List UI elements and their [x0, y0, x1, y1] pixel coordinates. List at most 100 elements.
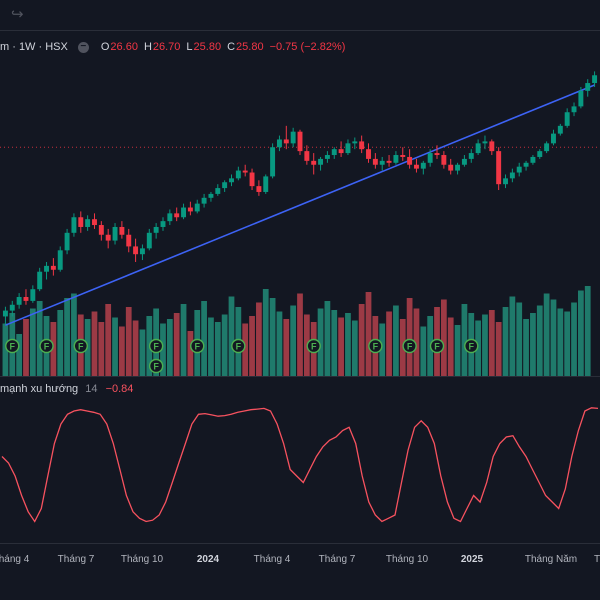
redo-arrow-icon[interactable]: ↪: [11, 6, 24, 23]
earnings-marker-label: F: [153, 361, 159, 371]
earnings-marker: [306, 338, 321, 354]
low-label: L: [186, 41, 193, 53]
earnings-marker-label: F: [236, 341, 242, 351]
volume-bar: [557, 308, 564, 376]
earnings-marker: [190, 338, 205, 354]
candle-body: [592, 75, 598, 84]
volume-bar: [393, 305, 399, 376]
volume-bar: [221, 314, 228, 376]
candle-body: [235, 170, 241, 179]
candle-body: [85, 219, 91, 227]
volume-bar: [454, 325, 461, 376]
indicator-value: −0.84: [105, 383, 134, 395]
earnings-marker: [5, 338, 20, 354]
candle-body: [585, 83, 591, 91]
trend-line: [5, 84, 595, 326]
volume-bar: [564, 311, 571, 376]
symbol-label[interactable]: m · 1W · HSX: [0, 41, 68, 53]
candle-body: [352, 141, 358, 144]
candle-body: [503, 178, 508, 185]
indicator-name[interactable]: mạnh xu hướng: [0, 383, 79, 395]
earnings-marker-label: F: [194, 341, 200, 351]
time-axis[interactable]: háng 4 Tháng 7 Tháng 10 2024 Tháng 4 Tháng 7 T…: [0, 544, 600, 574]
volume-bar: [406, 298, 413, 376]
candle-body: [146, 232, 152, 249]
candle-body: [276, 139, 282, 148]
time-axis-tick-label: háng 4: [0, 554, 30, 565]
volume-bar: [447, 317, 454, 376]
time-axis-separator: [0, 543, 600, 544]
volume-bar: [64, 298, 70, 376]
candle-body: [551, 133, 556, 144]
candle-body: [482, 141, 488, 144]
candle-body: [215, 188, 221, 194]
candle-body: [372, 158, 378, 165]
earnings-marker-label: F: [434, 341, 440, 351]
candle-body: [297, 131, 303, 152]
candle-body: [311, 160, 317, 165]
volume-bar: [119, 326, 125, 376]
candle-body: [413, 164, 419, 169]
candle-body: [133, 246, 139, 255]
volume-bar: [577, 290, 584, 376]
volume-bar: [345, 313, 351, 376]
collapse-minus-icon[interactable]: −: [77, 41, 89, 53]
candle-body: [2, 310, 8, 317]
volume-bar: [324, 301, 331, 376]
candle-body: [290, 131, 296, 144]
volume-bar: [543, 293, 550, 376]
volume-bar: [180, 304, 187, 376]
candle-body: [105, 234, 111, 241]
candle-body: [92, 219, 97, 226]
volume-bar: [413, 308, 420, 376]
candle-body: [181, 207, 187, 218]
volume-bar: [509, 296, 516, 376]
volume-bar: [29, 308, 36, 376]
indicator-period: 14: [85, 383, 98, 395]
earnings-marker-label: F: [10, 341, 16, 351]
candle-body: [71, 217, 77, 233]
volume-bar: [502, 307, 509, 376]
oscillator-line: [1, 407, 599, 523]
volume-bar: [420, 326, 427, 376]
close-label: C: [227, 41, 236, 53]
earnings-marker: [368, 338, 383, 354]
volume-bar: [208, 317, 214, 376]
candle-body: [427, 153, 433, 163]
high-label: H: [143, 41, 152, 53]
candle-body: [50, 265, 56, 270]
time-axis-tick-label: Tháng 10: [120, 554, 164, 565]
volume-bar: [475, 320, 481, 376]
volume-bar: [290, 305, 297, 376]
pane-separator[interactable]: [0, 376, 600, 377]
volume-bar: [550, 299, 557, 376]
candle-body: [37, 271, 43, 290]
candle-body: [557, 125, 563, 134]
candle-body: [564, 112, 570, 126]
earnings-marker: [148, 338, 164, 354]
volume-bar: [495, 322, 502, 376]
volume-bar: [50, 322, 57, 376]
volume-bar: [214, 322, 221, 376]
candle-body: [208, 193, 214, 198]
volume-bar: [379, 323, 386, 376]
candle-body: [578, 90, 584, 107]
candle-body: [475, 143, 481, 154]
candle-body: [283, 139, 289, 144]
volume-bar: [530, 313, 536, 376]
candle-body: [139, 248, 145, 255]
volume-bar: [317, 308, 324, 376]
candle-body: [461, 158, 467, 165]
candle-body: [448, 164, 454, 171]
candle-body: [249, 172, 255, 187]
volume-bar: [112, 317, 118, 376]
volume-bar: [187, 331, 194, 376]
candle-body: [23, 296, 29, 301]
volume-bar: [71, 293, 77, 376]
candle-body: [331, 149, 337, 156]
time-axis-tick-label: T: [593, 554, 600, 565]
candle-body: [126, 234, 132, 247]
earnings-marker-label: F: [407, 341, 413, 351]
candle-body: [455, 164, 461, 171]
